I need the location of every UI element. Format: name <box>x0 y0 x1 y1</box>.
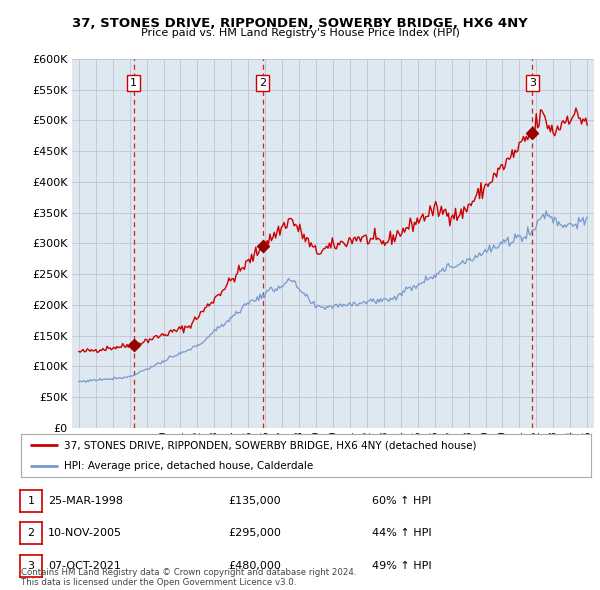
Text: £480,000: £480,000 <box>228 561 281 571</box>
Text: 60% ↑ HPI: 60% ↑ HPI <box>372 496 431 506</box>
Text: Contains HM Land Registry data © Crown copyright and database right 2024.
This d: Contains HM Land Registry data © Crown c… <box>21 568 356 587</box>
Text: 44% ↑ HPI: 44% ↑ HPI <box>372 528 431 538</box>
Text: 1: 1 <box>130 78 137 88</box>
Text: 25-MAR-1998: 25-MAR-1998 <box>48 496 123 506</box>
Text: 3: 3 <box>28 561 35 571</box>
Text: HPI: Average price, detached house, Calderdale: HPI: Average price, detached house, Cald… <box>64 461 313 471</box>
Text: £135,000: £135,000 <box>228 496 281 506</box>
Text: 10-NOV-2005: 10-NOV-2005 <box>48 528 122 538</box>
Text: Price paid vs. HM Land Registry's House Price Index (HPI): Price paid vs. HM Land Registry's House … <box>140 28 460 38</box>
Text: 07-OCT-2021: 07-OCT-2021 <box>48 561 121 571</box>
Text: 1: 1 <box>28 496 35 506</box>
Text: 2: 2 <box>259 78 266 88</box>
Text: 37, STONES DRIVE, RIPPONDEN, SOWERBY BRIDGE, HX6 4NY (detached house): 37, STONES DRIVE, RIPPONDEN, SOWERBY BRI… <box>64 440 476 450</box>
Text: 2: 2 <box>28 528 35 538</box>
Text: 3: 3 <box>529 78 536 88</box>
Text: £295,000: £295,000 <box>228 528 281 538</box>
Text: 49% ↑ HPI: 49% ↑ HPI <box>372 561 431 571</box>
Text: 37, STONES DRIVE, RIPPONDEN, SOWERBY BRIDGE, HX6 4NY: 37, STONES DRIVE, RIPPONDEN, SOWERBY BRI… <box>72 17 528 30</box>
